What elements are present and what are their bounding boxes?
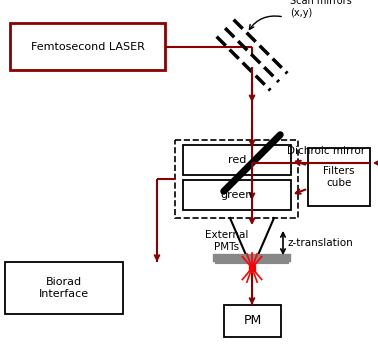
Bar <box>308 148 370 206</box>
Text: Biorad
Interface: Biorad Interface <box>39 277 89 299</box>
Bar <box>224 305 281 337</box>
Text: Femtosecond LASER: Femtosecond LASER <box>31 42 144 51</box>
Bar <box>5 262 123 314</box>
Text: green: green <box>221 190 253 200</box>
Text: Dichroic mirror: Dichroic mirror <box>287 146 365 156</box>
Bar <box>175 140 298 218</box>
Text: PM: PM <box>243 314 262 328</box>
Bar <box>10 23 165 70</box>
Text: Scan mirrors
(x,y): Scan mirrors (x,y) <box>290 0 352 18</box>
Text: z-translation: z-translation <box>288 238 354 248</box>
Text: Filters
cube: Filters cube <box>323 166 355 188</box>
Bar <box>183 180 291 210</box>
Text: External
PMTs: External PMTs <box>205 230 248 252</box>
Bar <box>183 145 291 175</box>
Text: red: red <box>228 155 246 165</box>
